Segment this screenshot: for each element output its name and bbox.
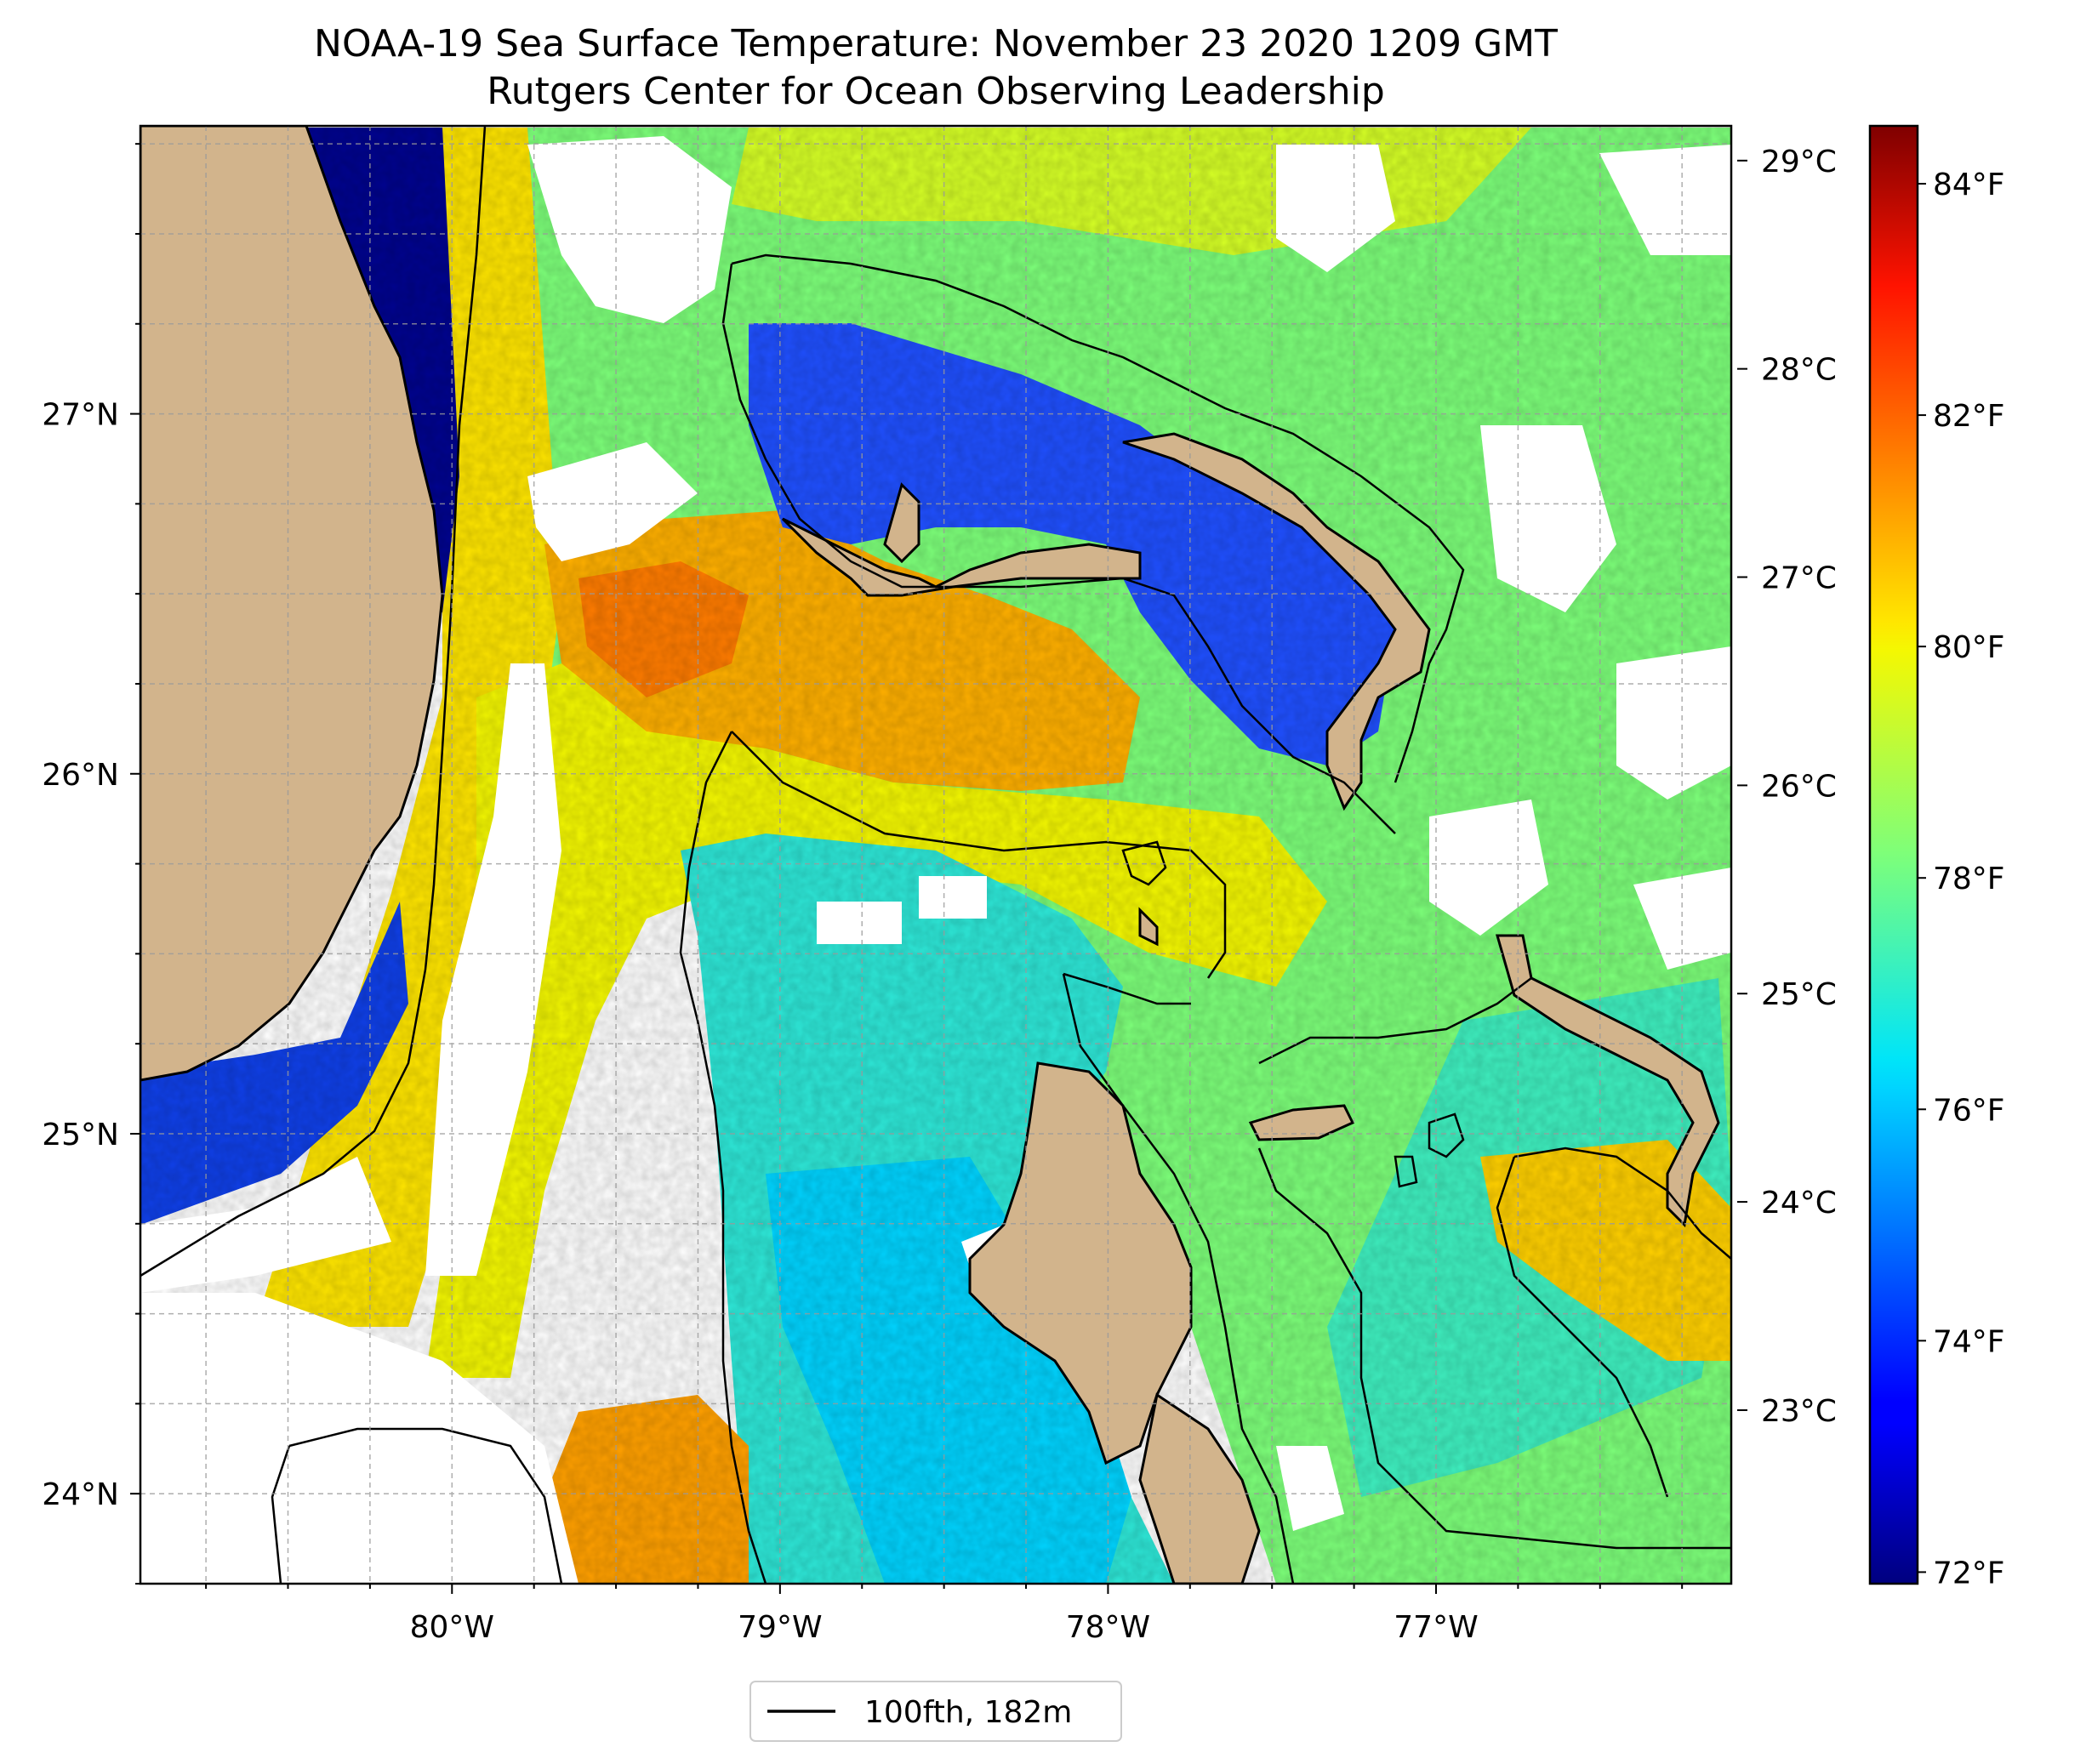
celsius-label: 23°C xyxy=(1761,1394,1837,1429)
cloud-gap-florida-keys xyxy=(140,1157,391,1293)
celsius-label: 24°C xyxy=(1761,1186,1837,1221)
lon-label: 79°W xyxy=(738,1610,822,1645)
fahrenheit-label: 72°F xyxy=(1933,1556,2005,1590)
fahrenheit-label: 74°F xyxy=(1933,1324,2005,1359)
lat-label: 26°N xyxy=(42,758,119,793)
isobath-100fth xyxy=(140,126,1731,1584)
map-panel xyxy=(140,126,1731,1584)
fahrenheit-label: 78°F xyxy=(1933,862,2005,896)
isobath-east-exuma xyxy=(1496,1147,1731,1498)
lon-label: 78°W xyxy=(1066,1610,1150,1645)
celsius-label: 27°C xyxy=(1761,561,1837,596)
map-ticks xyxy=(130,143,1684,1594)
lon-label: 80°W xyxy=(410,1610,494,1645)
colorbar-gradient xyxy=(1868,124,1919,1585)
fahrenheit-label: 84°F xyxy=(1933,168,2005,202)
land-andros-south xyxy=(1138,1392,1261,1584)
isobath-cay-sal xyxy=(271,1427,563,1584)
isobath-berry xyxy=(1121,840,1167,886)
isobath-exuma-sound xyxy=(1257,977,1731,1550)
land-florida xyxy=(140,126,444,1082)
lat-label: 25°N xyxy=(42,1118,119,1152)
cloud-gap-east-2 xyxy=(1429,799,1548,936)
land-grand-bahama xyxy=(781,517,1142,597)
cloud-gap-ne-2 xyxy=(1599,145,1731,255)
colorbar: 23°C 24°C 25°C 26°C 27°C 28°C 29°C 72°F … xyxy=(1737,124,2005,1590)
lat-label: 24°N xyxy=(42,1477,119,1512)
cloud-gap-ne-1 xyxy=(1276,145,1395,272)
cloud-gap-south-mid xyxy=(1276,1446,1344,1531)
land-abaco xyxy=(1122,432,1431,811)
lat-label: 27°N xyxy=(42,398,119,433)
legend-label: 100fth, 182m xyxy=(864,1695,1072,1730)
fahrenheit-label: 76°F xyxy=(1933,1093,2005,1128)
celsius-label: 28°C xyxy=(1761,353,1837,388)
celsius-labels: 23°C 24°C 25°C 26°C 27°C 28°C 29°C xyxy=(1761,145,1837,1429)
land-berry-islands xyxy=(1138,907,1159,947)
land-eleuthera xyxy=(1496,934,1720,1228)
colorbar-ticks xyxy=(1737,159,1926,1573)
isobath-seamount-1 xyxy=(1428,1112,1465,1158)
cloud-gap-southwest xyxy=(140,1293,578,1584)
fahrenheit-label: 80°F xyxy=(1933,630,2005,665)
cloud-gap-east-1 xyxy=(1616,646,1731,799)
land-new-providence xyxy=(1248,1104,1355,1141)
cloud-gap-mid-2 xyxy=(919,876,987,919)
celsius-label: 26°C xyxy=(1761,769,1837,804)
cloud-gap-strait xyxy=(425,663,561,1276)
isobath-great-bahama-bank-west xyxy=(679,731,767,1584)
isobath-tongue-of-ocean xyxy=(731,731,1295,1584)
isobath-seamount-2 xyxy=(1394,1155,1418,1188)
land xyxy=(140,126,1720,1584)
isobath-florida-shelf xyxy=(140,126,487,1277)
celsius-label: 29°C xyxy=(1761,145,1837,179)
celsius-label: 25°C xyxy=(1761,977,1837,1012)
cloud-gap-ne-3 xyxy=(1480,425,1616,612)
map-frame xyxy=(139,124,1733,1585)
isobath-little-bahama-bank xyxy=(721,253,1465,834)
legend-box xyxy=(749,1681,1122,1742)
latitude-labels: 24°N 25°N 26°N 27°N xyxy=(42,398,119,1513)
cloud-gap-east-3 xyxy=(1633,868,1731,970)
gridlines xyxy=(140,126,1731,1584)
fahrenheit-label: 82°F xyxy=(1933,399,2005,434)
land-andros xyxy=(968,1061,1193,1465)
longitude-labels: 80°W 79°W 78°W 77°W xyxy=(410,1610,1479,1645)
cloud-gap-mid-1 xyxy=(817,902,902,944)
cloud-gap-north-2 xyxy=(527,442,698,561)
legend: 100fth, 182m xyxy=(749,1681,1122,1742)
lon-label: 77°W xyxy=(1394,1610,1478,1645)
cloud-gap-north-1 xyxy=(527,136,732,323)
missing-data-patches xyxy=(140,136,1731,1584)
fahrenheit-labels: 72°F 74°F 76°F 78°F 80°F 82°F 84°F xyxy=(1933,168,2005,1590)
title-line-1: NOAA-19 Sea Surface Temperature: Novembe… xyxy=(314,22,1558,65)
title-line-2: Rutgers Center for Ocean Observing Leade… xyxy=(487,70,1385,113)
